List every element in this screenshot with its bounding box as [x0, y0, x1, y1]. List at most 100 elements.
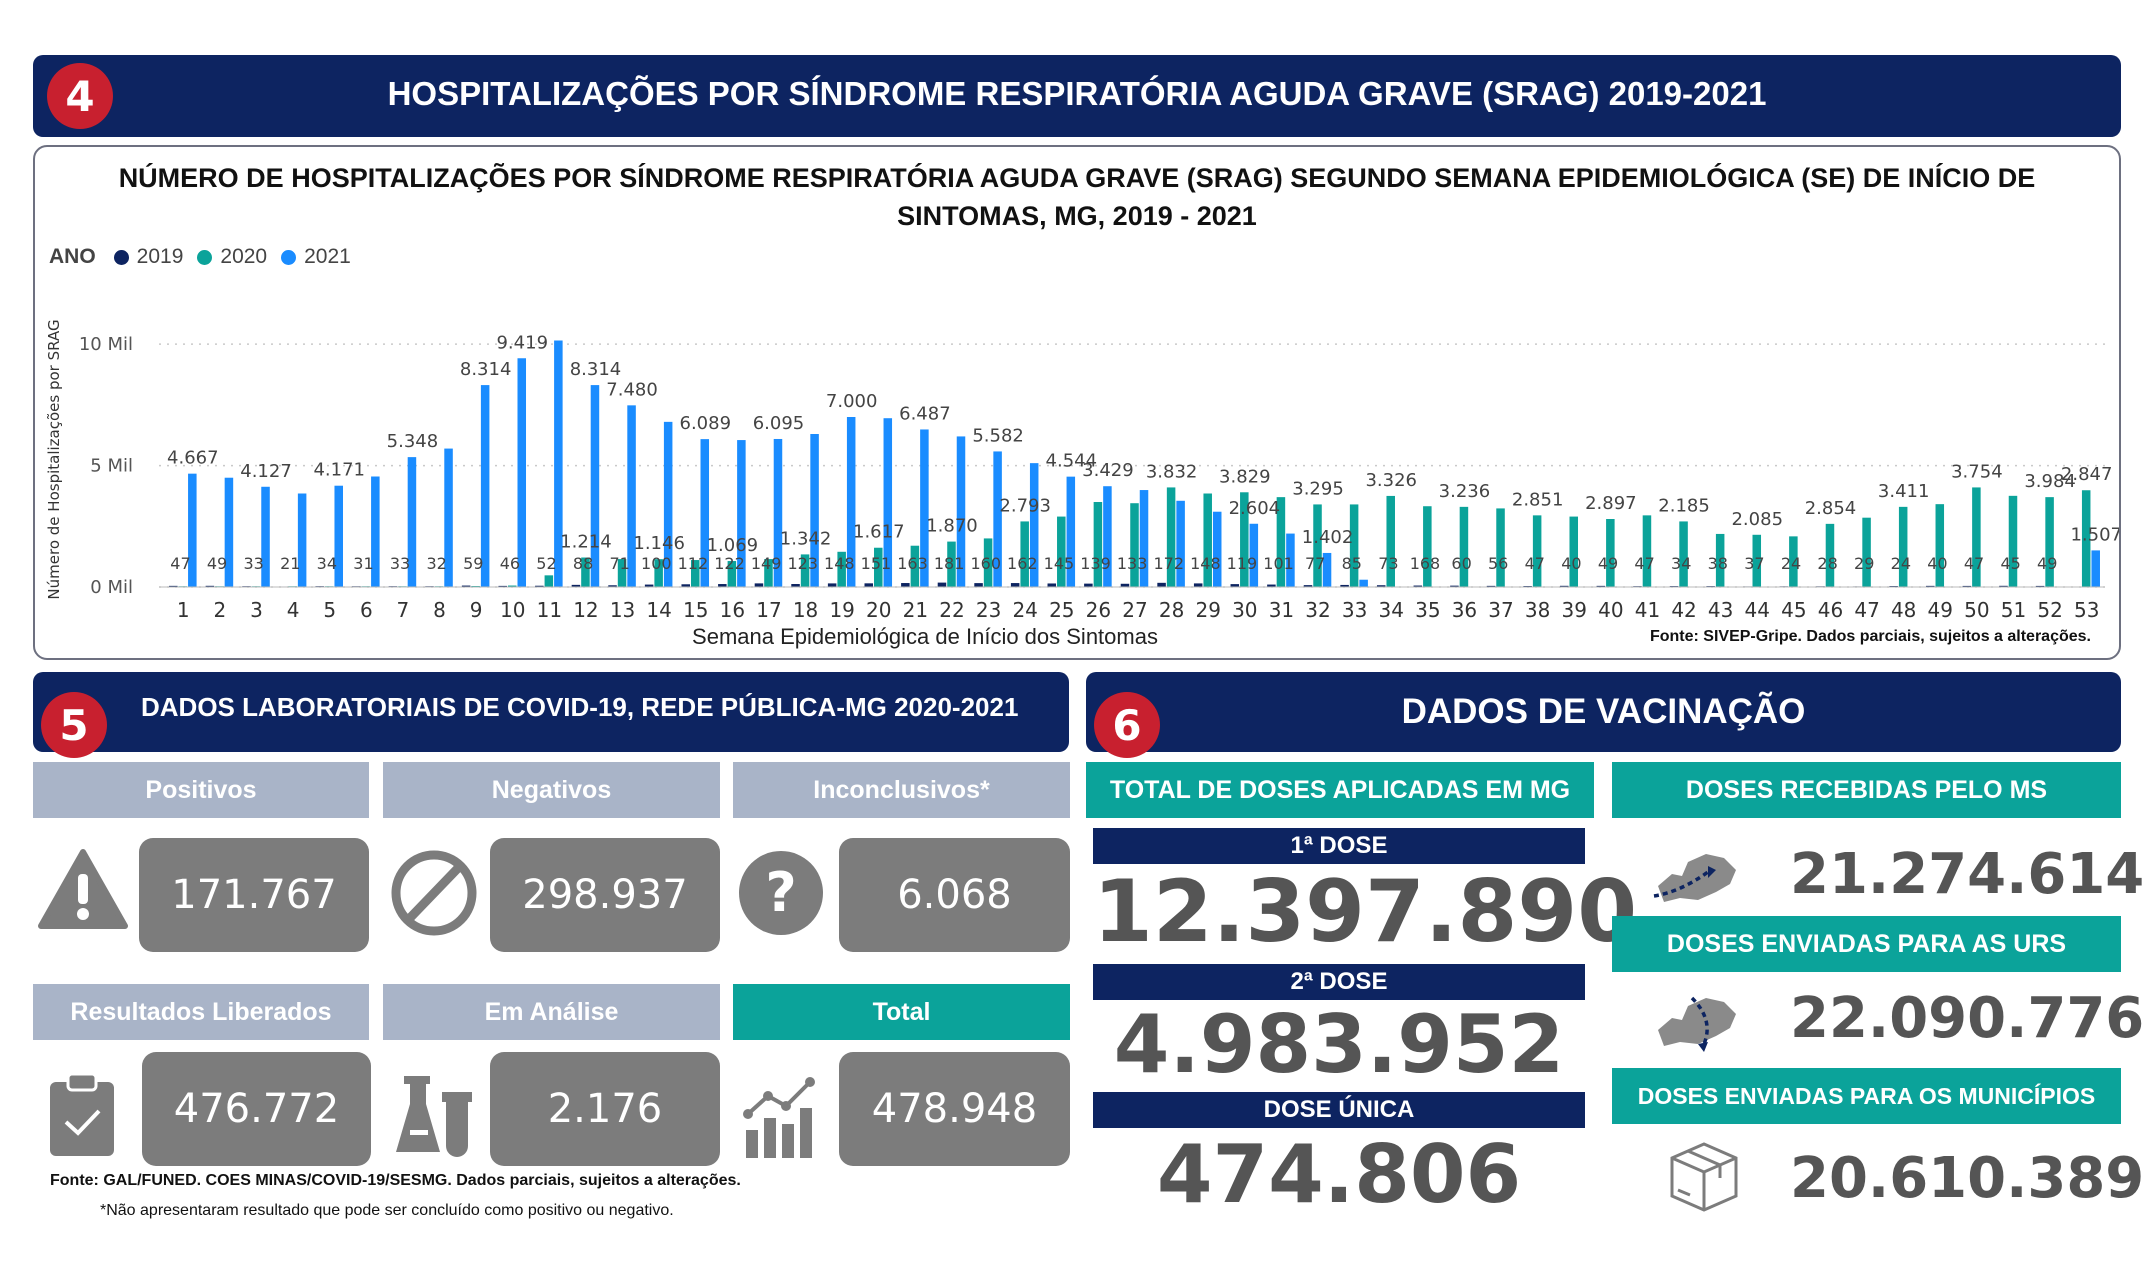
- section-5-header: 5 DADOS LABORATORIAIS DE COVID-19, REDE …: [33, 672, 1069, 758]
- bar-2019-se40: [1596, 585, 1606, 587]
- data-label-2019: 85: [1342, 554, 1362, 573]
- bar-2021-se12: [590, 385, 600, 587]
- bar-2021-se10: [517, 358, 527, 587]
- legend-label-2020[interactable]: 2020: [220, 245, 268, 268]
- bar-2021-se32: [1322, 552, 1332, 587]
- x-tick-label: 11: [537, 598, 562, 622]
- y-axis-title: Número de Hospitalizações por SRAG: [45, 319, 63, 599]
- data-label-2021: 4.127: [240, 461, 292, 482]
- bar-2020-se45: [1789, 536, 1798, 587]
- bar-2020-se34: [1386, 495, 1395, 587]
- data-label-2020: 3.984: [2024, 471, 2076, 492]
- bar-2020-se24: [1020, 521, 1029, 587]
- x-tick-label: 36: [1452, 598, 1477, 622]
- data-label-2019: 52: [536, 554, 556, 573]
- data-label-2020: 2.851: [1512, 489, 1564, 510]
- bar-2020-se41: [1642, 515, 1652, 587]
- legend-label-2021[interactable]: 2021: [304, 245, 351, 268]
- data-label-2019: 112: [678, 554, 709, 573]
- bar-2019-se15: [681, 584, 690, 587]
- x-tick-label: 15: [683, 598, 708, 622]
- section-4-badge: 4: [47, 63, 113, 129]
- x-tick-label: 23: [976, 598, 1001, 622]
- lab-flask-icon: [392, 1070, 478, 1165]
- data-label-2019: 24: [1891, 554, 1911, 573]
- data-label-2019: 49: [2037, 554, 2057, 573]
- bar-2020-se38: [1532, 515, 1542, 587]
- bar-2019-se33: [1340, 584, 1349, 587]
- x-tick-label: 41: [1635, 598, 1660, 622]
- bar-2021-se8: [444, 448, 453, 587]
- legend-dot-2021: [281, 249, 297, 265]
- bar-2020-se11: [544, 575, 554, 587]
- data-label-2019: 181: [934, 554, 965, 573]
- data-label-2019: 24: [1781, 554, 1801, 573]
- section-6-badge: 6: [1094, 692, 1160, 758]
- data-label-2020: 3.829: [1219, 466, 1271, 487]
- data-label-2021: 9.419: [496, 332, 548, 353]
- bar-2020-se43: [1715, 533, 1725, 587]
- x-tick-label: 13: [610, 598, 635, 622]
- positivos-value: 171.767: [139, 838, 369, 952]
- data-label-2020: 3.754: [1951, 461, 2003, 482]
- bar-2020-se13: [617, 559, 627, 587]
- x-tick-label: 37: [1488, 598, 1513, 622]
- bar-2020-se52: [2045, 497, 2054, 587]
- bar-2019-se52: [2035, 585, 2045, 587]
- data-label-2019: 123: [787, 554, 818, 573]
- dose2-value: 4.983.952: [1113, 998, 1565, 1091]
- sent-urs-value: 22.090.776: [1790, 986, 2145, 1051]
- total-label: Total: [733, 984, 1070, 1040]
- data-label-2021: 1.507: [2070, 524, 2119, 545]
- chart-legend: ANO 2019 2020 2021: [49, 245, 351, 269]
- dose2-head: 2ª DOSE: [1093, 964, 1585, 1000]
- legend-label-2019[interactable]: 2019: [136, 245, 184, 268]
- section-4-title: HOSPITALIZAÇÕES POR SÍNDROME RESPIRATÓRI…: [387, 75, 1767, 112]
- bar-2020-se10: [507, 585, 517, 587]
- bar-2020-se48: [1898, 506, 1908, 587]
- data-label-2019: 73: [1378, 554, 1398, 573]
- bar-2019-se19: [827, 583, 837, 587]
- growth-chart-icon: [740, 1074, 824, 1165]
- x-tick-label: 9: [470, 598, 483, 622]
- bar-2021-se27: [1139, 490, 1149, 587]
- bar-2019-se36: [1450, 585, 1459, 587]
- bar-2019-se49: [1926, 585, 1935, 587]
- bar-2019-se39: [1559, 585, 1569, 587]
- bar-2021-se20: [883, 418, 893, 587]
- bar-2019-se17: [754, 583, 764, 587]
- data-label-2019: 163: [897, 554, 928, 573]
- data-label-2019: 60: [1451, 554, 1471, 573]
- bar-2021-se17: [773, 438, 783, 587]
- data-label-2020: 1.069: [707, 535, 759, 556]
- bar-2019-se31: [1267, 584, 1276, 587]
- bar-2020-se47: [1862, 517, 1871, 587]
- data-label-2019: 59: [463, 554, 483, 573]
- resultados-liberados-label: Resultados Liberados: [33, 984, 369, 1040]
- data-label-2019: 172: [1153, 554, 1184, 573]
- x-tick-label: 3: [250, 598, 263, 622]
- data-label-2020: 3.832: [1146, 461, 1198, 482]
- bar-2021-se15: [700, 439, 710, 587]
- bar-2019-se21: [901, 583, 910, 587]
- resultados-liberados-value: 476.772: [142, 1052, 371, 1166]
- bar-2021-se21: [920, 429, 929, 587]
- x-tick-label: 14: [646, 598, 671, 622]
- bar-2019-se32: [1303, 585, 1313, 587]
- bar-2019-se29: [1193, 583, 1203, 587]
- x-tick-label: 10: [500, 598, 525, 622]
- bar-2019-se2: [205, 585, 215, 587]
- data-label-2020: 1.214: [560, 532, 612, 553]
- total-value: 478.948: [839, 1052, 1070, 1166]
- bar-2020-se33: [1349, 504, 1359, 587]
- chart-source: Fonte: SIVEP-Gripe. Dados parciais, suje…: [1649, 628, 2091, 645]
- data-label-2021: 6.487: [899, 403, 951, 424]
- data-label-2019: 34: [1671, 554, 1691, 573]
- bar-2020-se28: [1166, 487, 1176, 587]
- data-label-2019: 49: [207, 554, 227, 573]
- x-tick-label: 17: [756, 598, 781, 622]
- data-label-2019: 88: [573, 554, 593, 573]
- bar-2021-se16: [737, 440, 746, 587]
- data-label-2021: 7.000: [826, 391, 878, 412]
- x-tick-label: 4: [287, 598, 300, 622]
